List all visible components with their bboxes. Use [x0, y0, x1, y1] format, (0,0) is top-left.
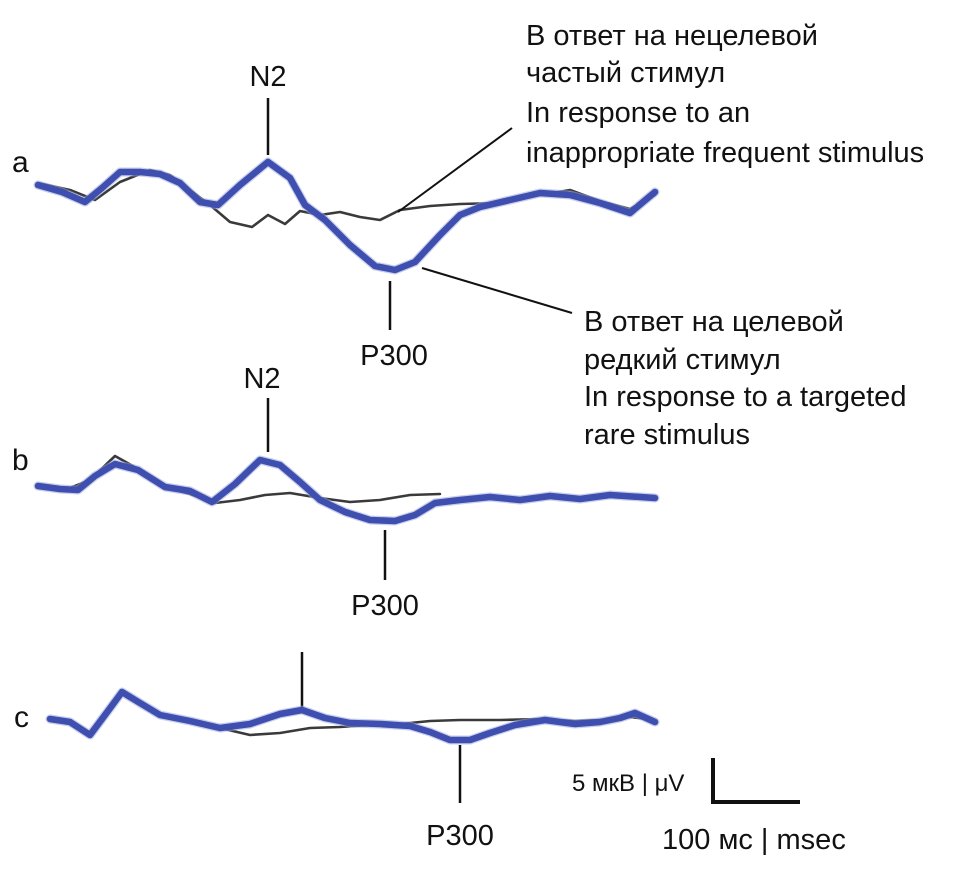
scale-bar-amplitude-label: 5 мкВ | μV	[572, 770, 684, 797]
target-annotation-line-4: rare stimulus	[584, 419, 750, 451]
nontarget-annotation-line-3: In response to an	[526, 97, 750, 129]
panel-c-target-trace	[46, 688, 659, 744]
nontarget-annotation-line-1: В ответ на нецелевой	[526, 20, 818, 52]
scale-bar-lines	[711, 758, 800, 804]
panel-b-p300-label: P300	[351, 590, 419, 622]
panel-c-label: c	[14, 701, 29, 734]
scale-bar: 5 мкВ | μV 100 мс | msec	[572, 758, 846, 856]
panel-c: c P300	[14, 652, 660, 852]
scale-bar-time-label: 100 мс | msec	[662, 824, 846, 856]
panel-c-target-trace-halo	[45, 687, 660, 745]
target-annotation-line-2: редкий стимул	[584, 344, 781, 376]
target-annotation-line-1: В ответ на целевой	[584, 306, 844, 338]
panel-a-label: a	[12, 146, 29, 179]
target-annotation: В ответ на целевой редкий стимул In resp…	[584, 306, 906, 451]
nontarget-annotation: В ответ на нецелевой частый стимул In re…	[526, 20, 924, 169]
panel-a-target-trace	[34, 158, 659, 274]
nontarget-annotation-line-4: inappropriate frequent stimulus	[526, 137, 924, 169]
panel-a-n2-label: N2	[249, 61, 286, 93]
panel-a: a N2 P300	[12, 61, 660, 372]
nontarget-pointer-line	[397, 127, 513, 213]
target-pointer-line	[421, 267, 573, 314]
panel-a-p300-label: P300	[360, 340, 428, 372]
panel-b: b N2 P300	[12, 363, 660, 622]
target-annotation-line-3: In response to a targeted	[584, 381, 906, 413]
panel-b-label: b	[12, 444, 29, 477]
panel-b-target-trace	[34, 456, 659, 525]
panel-b-n2-label: N2	[243, 363, 280, 395]
nontarget-annotation-line-2: частый стимул	[526, 57, 725, 89]
panel-c-p300-label: P300	[426, 820, 494, 852]
